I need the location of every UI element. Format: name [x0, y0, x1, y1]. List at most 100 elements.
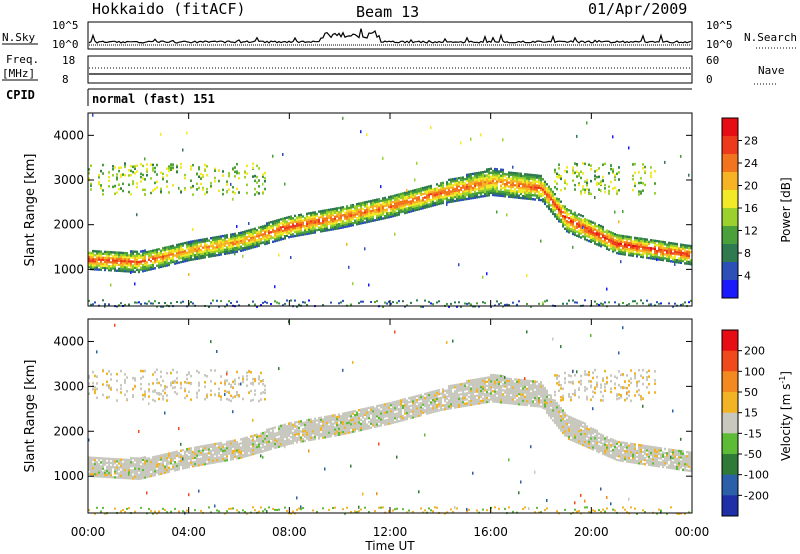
power-cell: [358, 220, 360, 223]
power-cell: [498, 170, 500, 173]
velocity-cell: [148, 395, 150, 398]
power-cell: [456, 181, 458, 184]
power-cell: [118, 259, 120, 262]
velocity-cell: [216, 452, 218, 456]
velocity-cell: [162, 507, 164, 510]
power-cell: [288, 215, 290, 219]
velocity-cell: [130, 473, 132, 476]
power-cell: [90, 184, 92, 187]
power-cell: [390, 197, 392, 200]
power-cell: [424, 204, 426, 207]
power-cell: [174, 248, 176, 251]
power-cell: [582, 223, 584, 226]
power-cell: [254, 303, 256, 306]
power-cell: [416, 192, 418, 195]
velocity-cell: [172, 467, 174, 470]
velocity-cell: [218, 392, 220, 395]
power-cell: [576, 163, 578, 166]
power-cell: [160, 255, 162, 258]
power-cell: [204, 169, 206, 172]
power-cell: [210, 253, 212, 256]
velocity-cell: [230, 446, 232, 449]
power-cell: [370, 199, 372, 203]
power-cell: [316, 222, 318, 226]
velocity-cell: [98, 475, 100, 478]
power-cell: [144, 261, 146, 264]
velocity-cell: [214, 447, 216, 450]
power-cell: [642, 189, 644, 192]
power-cell: [534, 174, 536, 177]
power-cell: [268, 223, 270, 226]
velocity-cell: [252, 383, 254, 386]
power-cell: [512, 301, 514, 304]
power-cell: [168, 169, 170, 173]
power-cell: [220, 253, 222, 256]
power-cell: [408, 204, 410, 208]
power-cell: [240, 233, 242, 236]
power-cell: [240, 235, 242, 238]
power-cell: [258, 226, 260, 229]
velocity-cell: [252, 418, 254, 422]
power-cell: [392, 215, 394, 218]
velocity-cell: [166, 399, 168, 402]
power-cell: [252, 236, 254, 239]
power-cell: [402, 210, 404, 213]
power-cell: [146, 174, 148, 177]
velocity-cell: [286, 435, 288, 438]
power-cell: [400, 204, 402, 208]
velocity-cell: [256, 451, 258, 455]
power-cell: [606, 241, 608, 244]
power-cell: [290, 215, 292, 218]
velocity-cell: [226, 448, 228, 452]
power-cell: [154, 259, 156, 262]
power-cell: [358, 208, 360, 211]
power-cell: [134, 165, 136, 169]
power-cell: [272, 154, 274, 158]
velocity-cell: [184, 464, 186, 468]
velocity-cell: [118, 462, 120, 465]
power-cell: [588, 221, 590, 225]
velocity-cell: [264, 449, 266, 452]
power-cell: [516, 178, 518, 181]
velocity-cell: [284, 445, 286, 449]
velocity-cell: [116, 466, 118, 469]
velocity-cell: [114, 466, 116, 469]
power-cell: [598, 238, 600, 241]
power-cell: [474, 188, 476, 191]
velocity-cell: [152, 460, 154, 463]
power-cell: [130, 250, 132, 253]
power-cell: [330, 216, 332, 219]
power-cell: [492, 181, 494, 185]
velocity-cell: [166, 471, 168, 474]
power-cell: [398, 300, 400, 303]
velocity-cell: [300, 424, 302, 427]
velocity-cell: [102, 467, 104, 470]
power-cell: [414, 178, 416, 182]
power-cell: [344, 207, 346, 210]
power-cell: [590, 228, 592, 231]
power-cell: [364, 213, 366, 216]
power-cell: [98, 258, 100, 261]
power-cell: [240, 249, 242, 252]
velocity-cell: [308, 438, 310, 442]
power-cell: [590, 236, 592, 239]
power-cell: [292, 235, 294, 238]
power-cell: [352, 211, 354, 215]
power-cell: [448, 194, 450, 198]
power-cell: [118, 267, 120, 270]
power-cell: [196, 255, 198, 258]
power-cell: [388, 214, 390, 217]
velocity-cell: [102, 461, 104, 464]
velocity-cell: [172, 465, 174, 468]
power-cell: [160, 253, 162, 256]
velocity-cell: [148, 459, 150, 462]
power-cell: [440, 190, 442, 193]
power-cell: [464, 198, 466, 201]
velocity-cell: [128, 458, 130, 462]
power-cell: [520, 176, 522, 180]
power-cell: [294, 220, 296, 224]
power-cell: [350, 204, 352, 207]
power-cell: [416, 198, 418, 201]
velocity-cell: [232, 453, 234, 457]
velocity-cell: [186, 458, 188, 461]
